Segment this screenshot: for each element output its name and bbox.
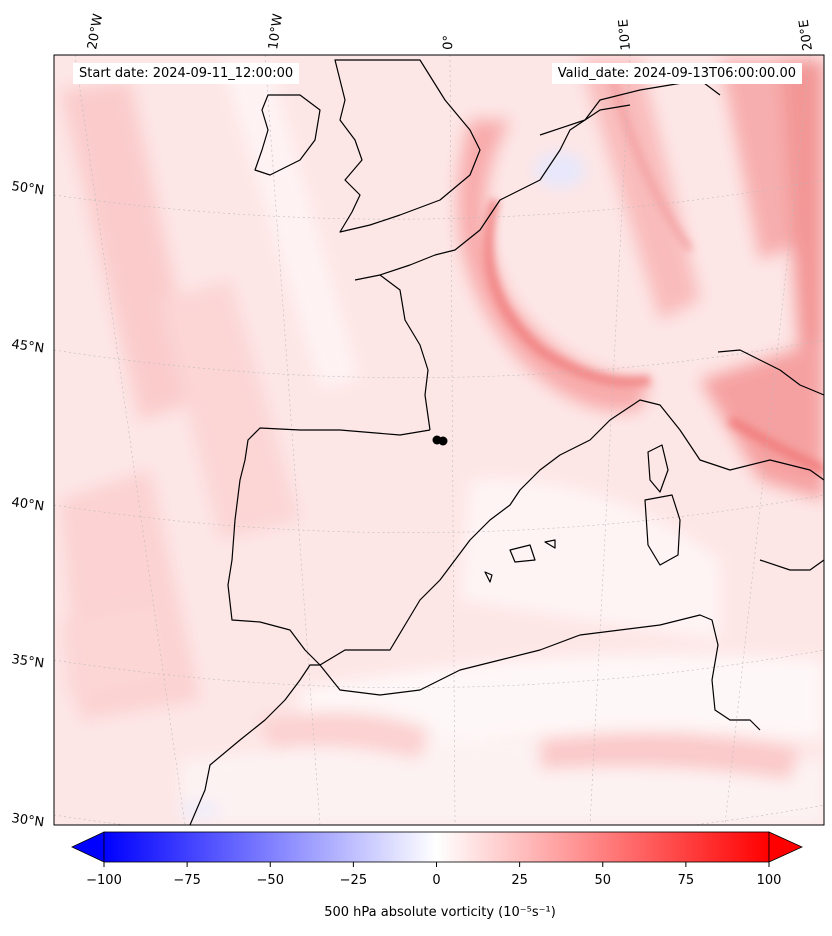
- colorbar-tick-label: −50: [257, 873, 284, 888]
- lat-label: 30°N: [10, 811, 45, 830]
- location-marker: [432, 435, 448, 446]
- lat-label: 45°N: [10, 337, 45, 356]
- graticule: [54, 55, 824, 825]
- coastlines: [189, 59, 824, 825]
- colorbar-min-extend: [71, 831, 105, 863]
- lon-label: 20°E: [797, 18, 816, 51]
- colorbar-tick-label: 50: [594, 873, 611, 888]
- map-frame: [53, 54, 825, 826]
- lat-label: 50°N: [10, 179, 45, 198]
- longitude-labels: 20°W 10°W 0° 10°E 20°E: [85, 13, 816, 52]
- colorbar-tick-label: 25: [511, 873, 528, 888]
- lon-label: 0°: [441, 35, 457, 50]
- vorticity-field: [54, 55, 824, 825]
- colorbar-tick-label: 0: [432, 873, 440, 888]
- colorbar-ticks: −100 −75 −50 −25 0 25 50 75 100: [86, 862, 781, 888]
- lat-label: 35°N: [10, 652, 45, 671]
- start-date-annotation: Start date: 2024-09-11_12:00:00: [73, 63, 300, 84]
- colorbar-tick-label: 75: [678, 873, 695, 888]
- colorbar-gradient: [103, 831, 770, 863]
- lon-label: 20°W: [85, 13, 106, 51]
- lat-label: 40°N: [10, 495, 45, 514]
- colorbar-tick-label: −75: [173, 873, 200, 888]
- colorbar-tick-label: −25: [340, 873, 367, 888]
- valid-date-annotation: Valid_date: 2024-09-13T06:00:00.00: [551, 63, 802, 84]
- lon-label: 10°E: [616, 19, 634, 51]
- lon-label: 10°W: [266, 13, 286, 51]
- colorbar-max-extend: [768, 831, 803, 863]
- latitude-labels: 50°N 45°N 40°N 35°N 30°N: [10, 179, 45, 830]
- colorbar-tick-label: −100: [86, 873, 122, 888]
- colorbar-tick-label: 100: [757, 873, 782, 888]
- colorbar-label: 500 hPa absolute vorticity (10⁻⁵s⁻¹): [324, 905, 556, 920]
- colorbar: −100 −75 −50 −25 0 25 50 75 100: [71, 831, 803, 888]
